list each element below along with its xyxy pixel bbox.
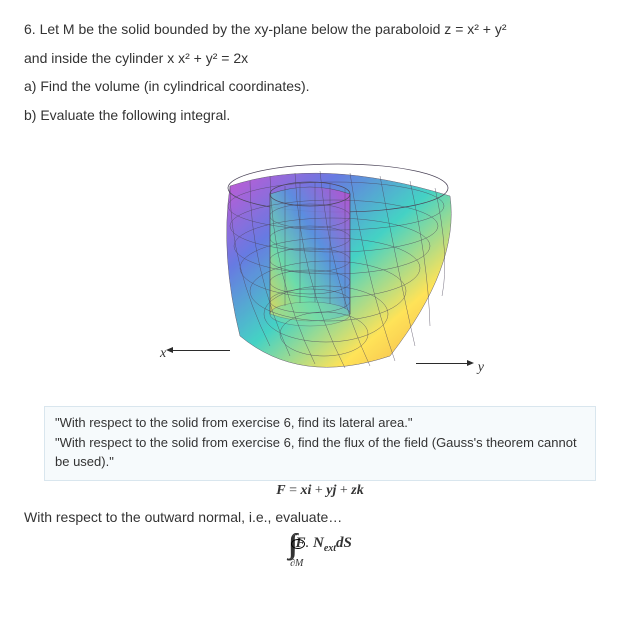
integral-domain: ∂M (290, 559, 303, 569)
field-formula: F = xi + yj + zk (24, 483, 616, 499)
formula-zk: zk (351, 483, 363, 498)
part-a: a) Find the volume (in cylindrical coord… (24, 73, 616, 100)
quote-box: "With respect to the solid from exercise… (44, 406, 596, 481)
x-axis-arrow (172, 350, 230, 351)
paraboloid-svg (150, 146, 490, 396)
formula-plus1: + (311, 483, 326, 498)
part-b: b) Evaluate the following integral. (24, 102, 616, 129)
formula-eq: = (286, 483, 301, 498)
integrand-dS: dS (336, 535, 352, 551)
integrand-sub: ext (324, 543, 336, 554)
closed-surface-integral-symbol: ∫∫ ∂M (288, 531, 291, 559)
quote-1: "With respect to the solid from exercise… (55, 413, 585, 433)
formula-xi: xi (300, 483, 311, 498)
closing-text: With respect to the outward normal, i.e.… (24, 509, 616, 525)
x-axis-label: x (160, 346, 166, 362)
paraboloid-figure: x y (150, 146, 490, 396)
formula-yj: yj (326, 483, 336, 498)
y-axis-label: y (478, 360, 484, 376)
problem-statement: 6. Let M be the solid bounded by the xy-… (24, 16, 616, 128)
quote-2: "With respect to the solid from exercise… (55, 433, 585, 472)
integral-expression: ∫∫ ∂M F. NextdS (24, 531, 616, 559)
y-axis-arrow (416, 363, 468, 364)
formula-F: F (276, 483, 285, 498)
integrand-dot: . (305, 535, 313, 551)
problem-number: 6. (24, 21, 40, 37)
problem-line-2: and inside the cylinder x x² + y² = 2x (24, 45, 616, 72)
figure-container: x y (24, 146, 616, 396)
formula-plus2: + (336, 483, 351, 498)
integrand-N: N (313, 535, 324, 551)
problem-line-1: Let M be the solid bounded by the xy-pla… (40, 21, 507, 37)
